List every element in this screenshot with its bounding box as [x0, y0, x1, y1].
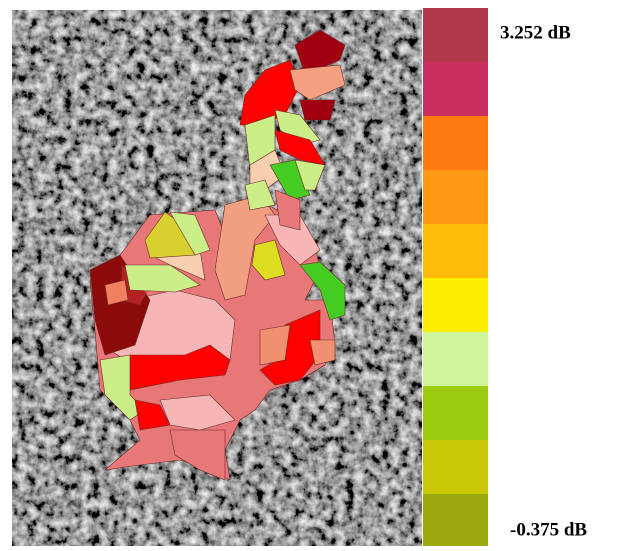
figure: 3.252 dB -0.375 dB: [0, 0, 619, 546]
colorbar-min-label: -0.375 dB: [510, 519, 587, 540]
colorbar: [423, 8, 488, 546]
colorbar-max-label: 3.252 dB: [500, 22, 571, 43]
